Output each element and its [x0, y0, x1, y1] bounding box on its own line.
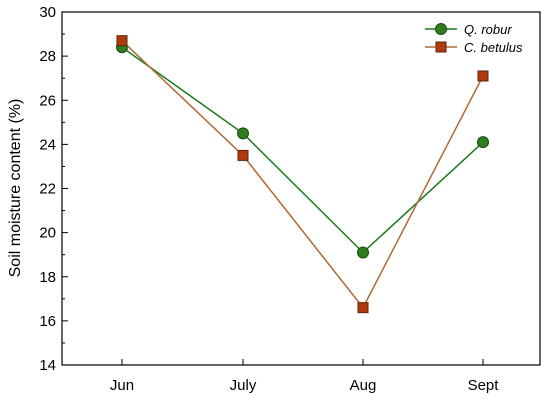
data-point — [116, 35, 128, 47]
x-tick-label: Aug — [350, 377, 377, 394]
plot-frame — [61, 11, 541, 366]
data-point — [357, 302, 369, 314]
legend-item: C. betulus — [425, 40, 523, 55]
data-point — [477, 70, 489, 82]
y-axis-title: Soil moisture content (%) — [7, 99, 24, 278]
y-tick-label: 18 — [39, 269, 56, 286]
x-tick-label: Jun — [110, 377, 134, 394]
series-c-betulus — [116, 35, 489, 314]
y-tick-label: 16 — [39, 313, 56, 330]
series-line — [121, 40, 484, 310]
y-tick-label: 28 — [39, 48, 56, 65]
y-tick-label: 26 — [39, 92, 56, 109]
legend-item: Q. robur — [425, 22, 512, 37]
legend-label: C. betulus — [464, 40, 523, 55]
x-tick-label: Sept — [468, 377, 500, 394]
y-tick-label: 30 — [39, 4, 56, 21]
legend-marker — [435, 23, 447, 35]
data-point — [237, 127, 249, 140]
series-q-robur — [116, 41, 489, 259]
data-point — [357, 246, 369, 259]
y-tick-label: 22 — [39, 181, 56, 198]
legend: Q. robur C. betulus — [425, 22, 523, 55]
axes: 14 16 18 20 22 24 26 28 30 Jun July Aug Sept — [39, 4, 541, 394]
series-layer — [116, 35, 489, 314]
y-tick-label: 14 — [39, 357, 56, 374]
series-line — [121, 46, 484, 254]
data-point — [237, 149, 249, 161]
legend-label: Q. robur — [464, 22, 512, 37]
x-tick-label: July — [230, 377, 257, 394]
y-tick-label: 20 — [39, 225, 56, 242]
legend-marker — [435, 41, 447, 53]
data-point — [477, 136, 489, 149]
y-tick-label: 24 — [39, 136, 56, 153]
